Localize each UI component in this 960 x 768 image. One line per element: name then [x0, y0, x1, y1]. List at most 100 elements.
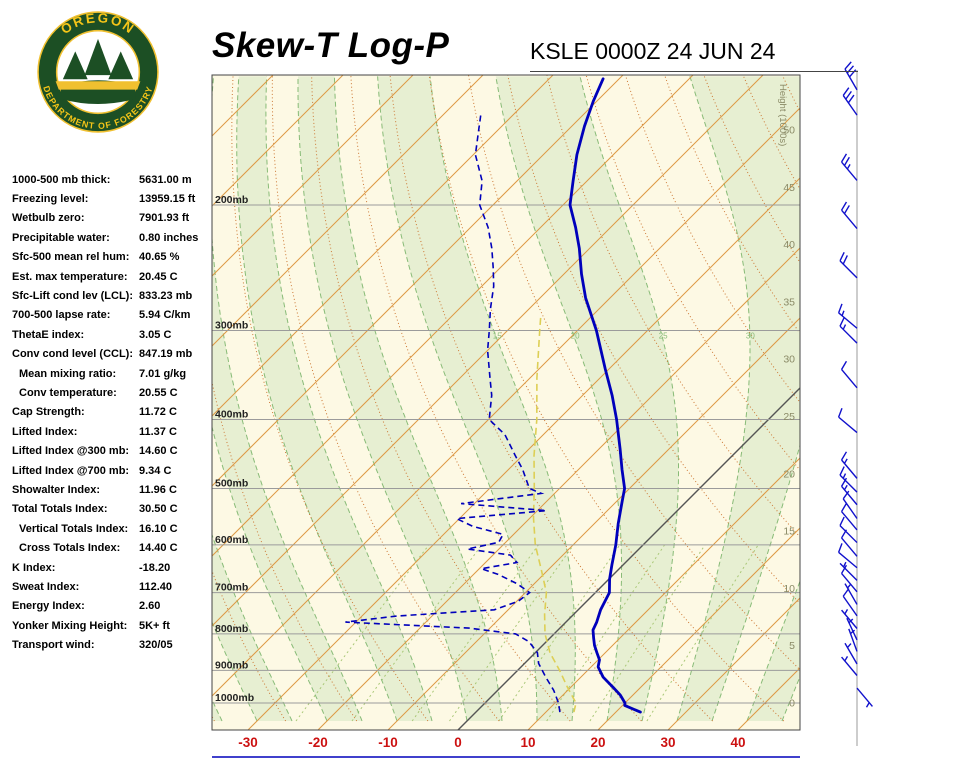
index-value: 3.05 C [139, 328, 172, 341]
index-row: Precipitable water: 0.80 inches [12, 228, 222, 247]
index-value: 20.55 C [139, 386, 178, 399]
index-row: Yonker Mixing Height: 5K+ ft [12, 616, 222, 635]
index-row: Transport wind: 320/05 [12, 635, 222, 654]
temperature-line [568, 77, 642, 714]
isotherm-line [667, 597, 800, 730]
index-label: 700-500 lapse rate: [12, 309, 111, 322]
index-value: 11.37 C [139, 425, 177, 438]
moist-adiabat-line [297, 76, 468, 722]
logo-tree-icon [84, 38, 112, 76]
moist-adiabat-label: 25 [659, 332, 668, 341]
moist-adiabat-line [579, 76, 679, 722]
wetbulb-line [532, 314, 577, 713]
index-row: Total Totals Index: 30.50 C [12, 500, 222, 519]
moist-band [495, 76, 679, 721]
isotherm-line [387, 317, 800, 730]
dry-adiabat-line [311, 75, 571, 722]
height-tick-label: 30 [783, 354, 795, 366]
isotherm-line [212, 75, 764, 627]
index-row: Vertical Totals Index: 16.10 C [12, 519, 222, 538]
isotherm-line [212, 75, 344, 207]
moist-adiabat-line [236, 76, 398, 722]
height-tick-label: 20 [783, 468, 795, 480]
index-label: Precipitable water: [12, 231, 110, 244]
index-value: 11.96 C [139, 483, 177, 496]
temp-tick-label: 20 [590, 735, 605, 750]
logo-banner [55, 81, 141, 90]
moist-adiabat-line [212, 424, 328, 722]
isotherm-line [212, 75, 414, 277]
index-value: 16.10 C [139, 522, 178, 535]
index-value: -18.20 [139, 561, 171, 574]
moist-adiabat-line [333, 76, 503, 722]
index-value: 112.40 [139, 580, 173, 593]
index-label: Mean mixing ratio: [19, 367, 117, 380]
isotherm-line [597, 527, 800, 730]
moist-adiabat-line [265, 76, 433, 722]
moist-band [236, 76, 432, 721]
index-row: Lifted Index @700 mb: 9.34 C [12, 461, 222, 480]
moist-adiabat-label: 15 [493, 332, 502, 341]
wind-barb [840, 360, 858, 389]
pressure-label: 400mb [215, 408, 248, 420]
index-value: 0.80 inches [139, 231, 199, 244]
moist-adiabat-line [212, 76, 363, 722]
index-value: 7901.93 ft [139, 212, 190, 225]
index-row: Cap Strength: 11.72 C [12, 403, 222, 422]
pressure-label: 500mb [215, 477, 248, 489]
logo-tree-icon [62, 51, 88, 80]
index-value: 7.01 g/kg [139, 367, 187, 380]
moist-adiabat-line [676, 76, 751, 722]
moist-band [817, 76, 960, 721]
index-label: Total Totals Index: [12, 503, 108, 516]
pressure-label: 900mb [215, 659, 248, 671]
dry-adiabat-line [820, 72, 960, 721]
index-value: 11.72 C [139, 406, 177, 419]
moist-adiabat-line [0, 76, 12, 721]
index-value: 30.50 C [139, 503, 178, 516]
pressure-label: 600mb [215, 534, 248, 546]
index-label: Freezing level: [12, 193, 89, 206]
index-value: 14.40 C [139, 542, 178, 555]
height-tick-label: 10 [783, 583, 795, 595]
height-tick-label: 35 [783, 296, 795, 308]
index-label: Lifted Index @300 mb: [12, 445, 130, 458]
height-axis-label: Height (1000s) [777, 84, 788, 146]
index-row: Energy Index: 2.60 [12, 597, 222, 616]
height-tick-label: 25 [783, 411, 795, 423]
moist-adiabat-line [377, 76, 538, 721]
temp-tick-label: 0 [454, 735, 462, 750]
height-tick-label: 5 [789, 640, 795, 652]
index-label: Transport wind: [12, 639, 95, 652]
wind-barb [840, 477, 858, 506]
isotherm-line [808, 75, 960, 730]
index-row: Sweat Index: 112.40 [12, 577, 222, 596]
wind-barb [848, 628, 858, 652]
pressure-label: 800mb [215, 623, 248, 635]
wind-barb [840, 153, 858, 181]
index-label: Cross Totals Index: [19, 542, 121, 555]
index-row: Sfc-Lift cond lev (LCL): 833.23 mb [12, 286, 222, 305]
station-datetime: KSLE 0000Z 24 JUN 24 [530, 38, 858, 72]
mixing-ratio-line [589, 544, 706, 722]
pressure-label: 200mb [215, 194, 248, 206]
wind-barb [839, 561, 858, 581]
chart-frame [211, 74, 801, 731]
wind-barb [840, 451, 858, 479]
freezing-isotherm-line [457, 387, 800, 730]
index-value: 5631.00 m [139, 173, 192, 186]
height-tick-label: 45 [783, 182, 795, 194]
moist-adiabat-line [429, 76, 576, 722]
index-row: Conv cond level (CCL): 847.19 mb [12, 345, 222, 364]
moist-adiabat-line [746, 579, 800, 722]
wind-barb [839, 516, 858, 544]
wind-barb [856, 687, 873, 708]
logo-outer-ring [37, 11, 159, 133]
wind-barb [844, 642, 858, 665]
index-value: 40.65 % [139, 251, 180, 264]
wind-barb [840, 564, 858, 593]
isotherm-line [212, 75, 484, 347]
wind-barb [840, 201, 858, 230]
index-value: 5.94 C/km [139, 309, 191, 322]
